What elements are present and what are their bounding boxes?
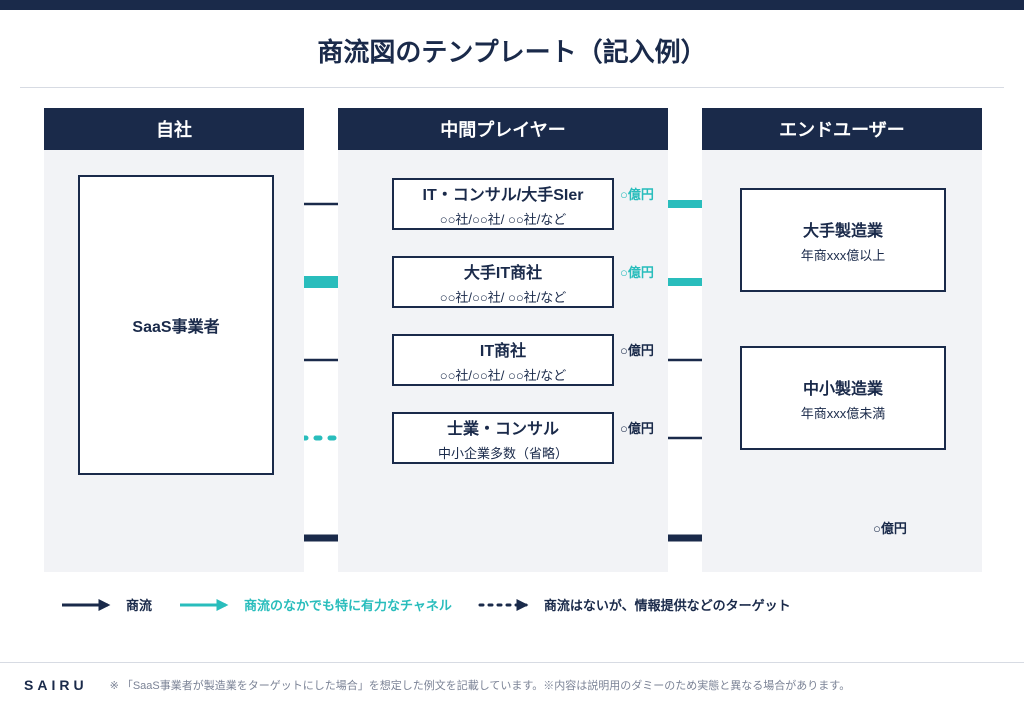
edge-label: ○億円: [873, 518, 907, 537]
edge-label: ○億円: [620, 184, 654, 203]
footer-brand: SAIRU: [24, 677, 88, 693]
node-end2: 中小製造業年商xxx億未満: [740, 346, 946, 450]
legend-item: 商流のなかでも特に有力なチャネル: [178, 595, 452, 614]
node-subtitle: 年商xxx億未満: [801, 403, 886, 422]
node-mid2: 大手IT商社 ○○社/○○社/ ○○社/など: [392, 256, 614, 308]
legend: 商流 商流のなかでも特に有力なチャネル 商流はないが、情報提供などのターゲット: [60, 595, 960, 614]
node-subtitle: ○○社/○○社/ ○○社/など: [440, 365, 567, 384]
column-header-own: 自社: [44, 108, 304, 150]
node-title: IT・コンサル/大手SIer: [423, 181, 584, 205]
edge-label: ○億円: [620, 418, 654, 437]
node-title: 士業・コンサル: [447, 415, 559, 439]
node-subtitle: ○○社/○○社/ ○○社/など: [440, 287, 567, 306]
column-header-end: エンドユーザー: [702, 108, 982, 150]
legend-text: 商流: [126, 595, 152, 614]
footer-note: ※ 「SaaS事業者が製造業をターゲットにした場合」を想定した例文を記載していま…: [110, 677, 851, 693]
legend-arrow-icon: [478, 598, 534, 612]
node-title: 大手IT商社: [464, 259, 542, 283]
node-subtitle: 中小企業多数（省略）: [438, 443, 568, 462]
node-end1: 大手製造業年商xxx億以上: [740, 188, 946, 292]
node-title: 中小製造業: [803, 375, 883, 399]
node-mid1: IT・コンサル/大手SIer ○○社/○○社/ ○○社/など: [392, 178, 614, 230]
node-mid3: IT商社 ○○社/○○社/ ○○社/など: [392, 334, 614, 386]
edge-label: ○億円: [620, 262, 654, 281]
node-title: 大手製造業: [803, 217, 883, 241]
legend-arrow-icon: [60, 598, 116, 612]
node-saas: SaaS事業者: [78, 175, 274, 475]
node-subtitle: 年商xxx億以上: [801, 245, 886, 264]
legend-item: 商流はないが、情報提供などのターゲット: [478, 595, 791, 614]
node-subtitle: ○○社/○○社/ ○○社/など: [440, 209, 567, 228]
column-header-mid: 中間プレイヤー: [338, 108, 668, 150]
footer: SAIRU ※ 「SaaS事業者が製造業をターゲットにした場合」を想定した例文を…: [0, 662, 1024, 709]
legend-text: 商流はないが、情報提供などのターゲット: [544, 595, 791, 614]
legend-arrow-icon: [178, 598, 234, 612]
node-title: SaaS事業者: [132, 313, 219, 337]
node-title: IT商社: [480, 337, 526, 361]
node-mid4: 士業・コンサル中小企業多数（省略）: [392, 412, 614, 464]
edge-label: ○億円: [620, 340, 654, 359]
legend-item: 商流: [60, 595, 152, 614]
legend-text: 商流のなかでも特に有力なチャネル: [244, 595, 452, 614]
